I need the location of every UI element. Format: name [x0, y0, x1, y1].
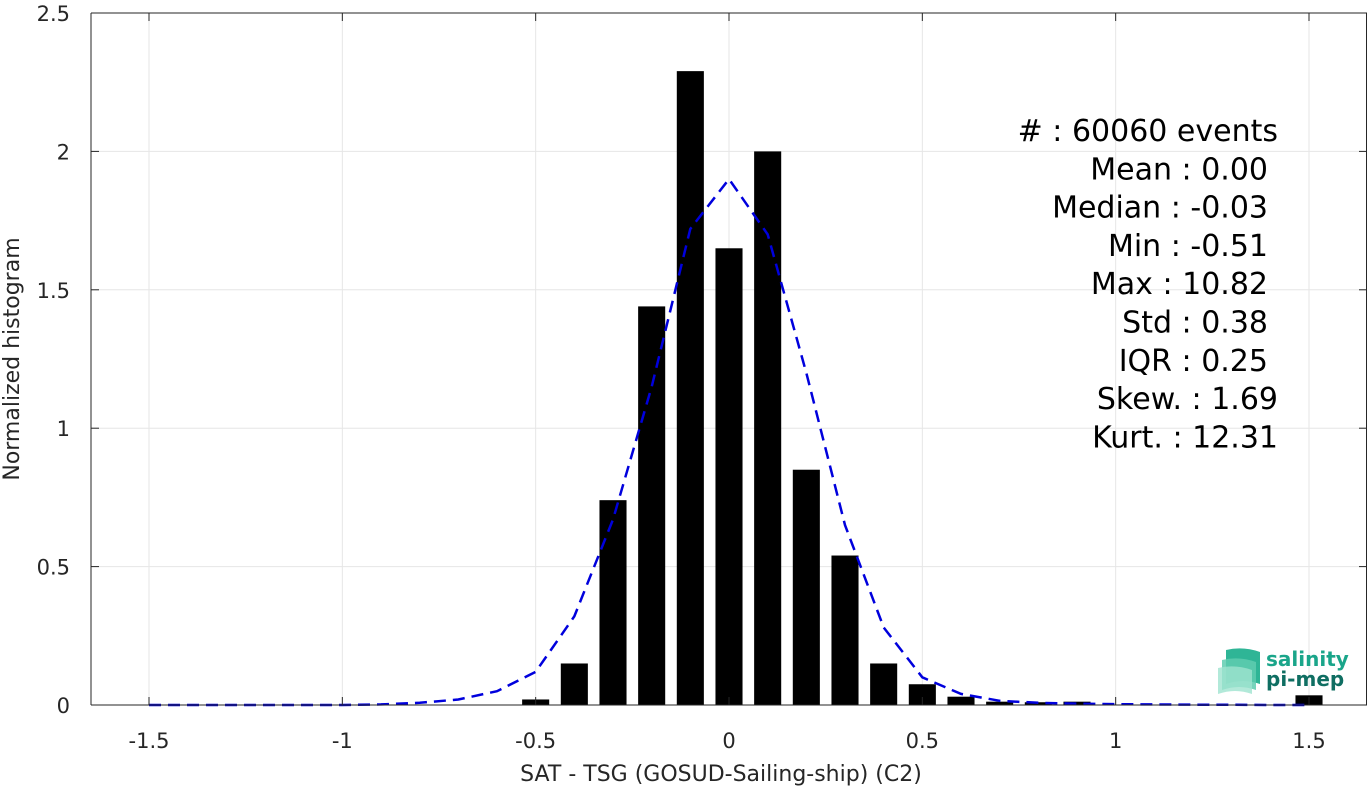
stats-line-0: # : 60060 events	[1018, 114, 1278, 149]
histogram-bar-14	[1063, 701, 1091, 705]
x-tick-label-1: -1	[332, 729, 353, 753]
y-tick-label-2: 1	[57, 417, 70, 441]
y-tick-label-5: 2.5	[37, 2, 70, 26]
stats-line-4: Max : 10.82	[1091, 267, 1268, 302]
y-tick-label-3: 1.5	[37, 279, 70, 303]
stats-line-2: Median : -0.03	[1052, 191, 1268, 226]
histogram-bar-11	[947, 696, 975, 705]
x-tick-label-4: 0.5	[906, 729, 939, 753]
x-tick-label-6: 1.5	[1292, 729, 1325, 753]
histogram-bar-5	[715, 248, 743, 705]
x-tick-label-2: -0.5	[515, 729, 556, 753]
stats-line-3: Min : -0.51	[1108, 229, 1268, 264]
histogram-bar-2	[599, 500, 627, 705]
x-tick-label-5: 1	[1109, 729, 1122, 753]
histogram-bar-3	[638, 306, 666, 705]
histogram-bar-10	[908, 684, 936, 705]
histogram-bar-7	[792, 469, 820, 705]
x-tick-label-3: 0	[722, 729, 735, 753]
histogram-bar-8	[831, 555, 859, 705]
stats-line-1: Mean : 0.00	[1090, 152, 1268, 187]
x-axis-ticks: -1.5 -1 -0.5 0 0.5 1 1.5	[129, 13, 1326, 753]
stats-line-5: Std : 0.38	[1122, 306, 1268, 341]
histogram-bar-1	[560, 663, 588, 705]
y-axis-ticks: 0 0.5 1 1.5 2 2.5	[37, 2, 1367, 718]
stats-line-8: Kurt. : 12.31	[1092, 420, 1278, 455]
y-tick-label-1: 0.5	[37, 556, 70, 580]
logo-line1: salinity	[1266, 647, 1349, 671]
x-axis-title: SAT - TSG (GOSUD-Sailing-ship) (C2)	[520, 762, 922, 787]
stats-line-6: IQR : 0.25	[1119, 344, 1268, 379]
y-axis-title: Normalized histogram	[0, 237, 25, 480]
histogram-bar-9	[870, 663, 898, 705]
stats-line-7: Skew. : 1.69	[1097, 382, 1278, 417]
histogram-bar-12	[986, 701, 1014, 705]
salinity-pi-mep-logo: salinity pi-mep	[1218, 647, 1349, 694]
y-tick-label-0: 0	[57, 694, 70, 718]
histogram-bar-4	[676, 71, 704, 706]
logo-waves-icon	[1218, 648, 1260, 694]
x-tick-label-0: -1.5	[129, 729, 170, 753]
histogram-bar-6	[754, 151, 782, 705]
y-tick-label-4: 2	[57, 140, 70, 164]
histogram-bars	[522, 71, 1323, 706]
logo-line2: pi-mep	[1266, 667, 1344, 691]
